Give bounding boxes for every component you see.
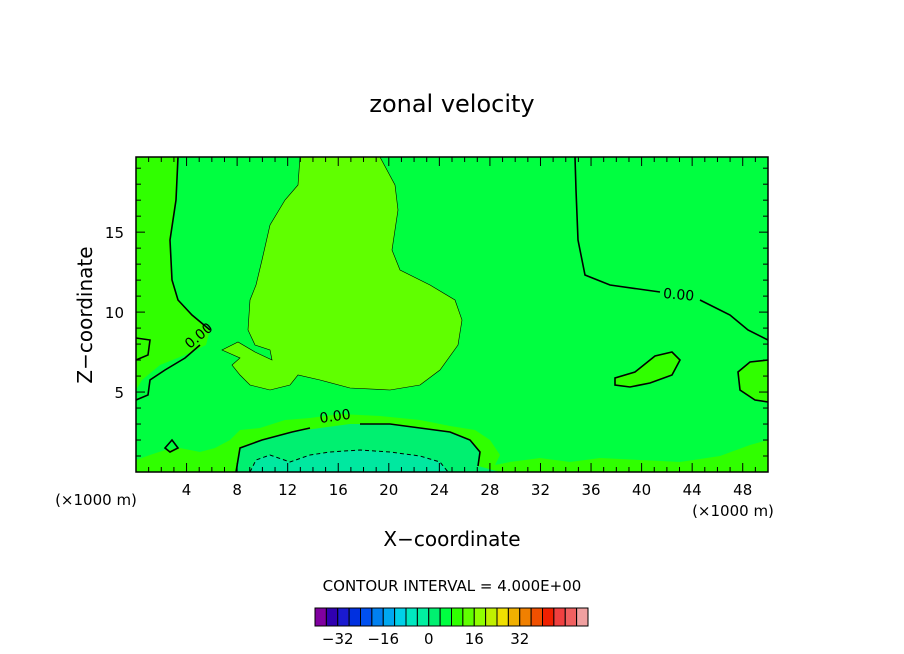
colorbar-swatch [473, 607, 487, 627]
chart-title: zonal velocity [369, 90, 534, 118]
x-axis: 4 8 12 16 20 24 28 32 36 40 44 48 [148, 157, 756, 499]
colorbar-tick-label: 0 [424, 630, 434, 648]
contour-zero-left [169, 157, 211, 331]
region-negative-core [250, 450, 448, 472]
colorbar-tick-label: −16 [367, 630, 399, 648]
colorbar-swatch [325, 607, 339, 627]
x-tick-label: 4 [182, 481, 192, 499]
contour-zero-surface2 [360, 423, 481, 467]
colorbar-swatch [405, 607, 418, 627]
colorbar-swatch [394, 607, 407, 627]
region-core-positive [222, 157, 462, 390]
colorbar: −32 −16 0 16 32 [314, 607, 589, 648]
contour-zero-edge [737, 359, 768, 403]
colorbar-swatch [485, 607, 498, 627]
x-tick-label: 24 [430, 481, 449, 499]
colorbar-swatch [576, 607, 589, 627]
region-right-edge [738, 360, 768, 402]
x-tick-label: 40 [632, 481, 651, 499]
contour-label: 0.00 [319, 407, 352, 427]
region-right-blob [615, 352, 680, 387]
colorbar-swatch [530, 607, 543, 627]
x-unit-left: (×1000 m) [55, 491, 137, 509]
x-tick-label: 44 [683, 481, 702, 499]
colorbar-swatch [371, 607, 384, 627]
contour-small-left [163, 438, 180, 453]
region-right-upper [575, 157, 768, 340]
contour-lines [136, 157, 768, 472]
x-tick-label: 12 [278, 481, 297, 499]
colorbar-swatch [348, 607, 361, 627]
x-unit-right: (×1000 m) [692, 502, 774, 520]
x-tick-label: 8 [232, 481, 242, 499]
colorbar-swatch [507, 607, 521, 627]
contour-zero-blob [614, 351, 681, 388]
colorbar-swatch [360, 607, 373, 627]
y-axis-label: Z−coordinate [73, 246, 97, 383]
x-tick-label: 48 [733, 481, 752, 499]
contour-lines-dashed [249, 449, 449, 472]
x-tick-label: 16 [329, 481, 348, 499]
colorbar-tick-label: −32 [322, 630, 354, 648]
colorbar-swatch [451, 607, 464, 627]
contour-zero-surface [235, 427, 311, 472]
x-axis-label: X−coordinate [383, 527, 520, 551]
colorbar-swatch [553, 607, 566, 627]
contour-lines-thin [221, 157, 463, 391]
colorbar-swatch [428, 607, 441, 627]
colorbar-swatch [496, 607, 509, 627]
x-tick-label: 28 [480, 481, 499, 499]
y-tick-label: 10 [105, 304, 124, 322]
colorbar-swatch [439, 607, 452, 627]
y-tick-label: 5 [114, 384, 124, 402]
contour-zero-left-lower [136, 337, 151, 361]
colorbar-swatch [564, 607, 578, 627]
contour-label: 0.00 [662, 286, 694, 305]
colorbar-swatch [519, 607, 532, 627]
colorbar-tick-label: 32 [510, 630, 529, 648]
y-tick-label: 15 [105, 224, 124, 242]
x-tick-label: 20 [379, 481, 398, 499]
colorbar-swatch [416, 607, 430, 627]
colorbar-tick-label: 16 [465, 630, 484, 648]
region-left-positive [136, 157, 210, 390]
colorbar-swatch [314, 607, 327, 627]
y-axis: 5 10 15 [105, 167, 768, 457]
contour-zero-right [574, 157, 661, 293]
colorbar-swatch [382, 607, 396, 627]
contour-zero-left-lower2 [136, 344, 201, 401]
contour-zero-right2 [699, 299, 768, 341]
colorbar-swatch [462, 607, 475, 627]
colorbar-swatch [337, 607, 350, 627]
x-tick-label: 36 [581, 481, 600, 499]
colorbar-swatch [542, 607, 555, 627]
contour-interval-text: CONTOUR INTERVAL = 4.000E+00 [323, 577, 582, 595]
plot-area [136, 157, 768, 472]
x-tick-label: 32 [531, 481, 550, 499]
